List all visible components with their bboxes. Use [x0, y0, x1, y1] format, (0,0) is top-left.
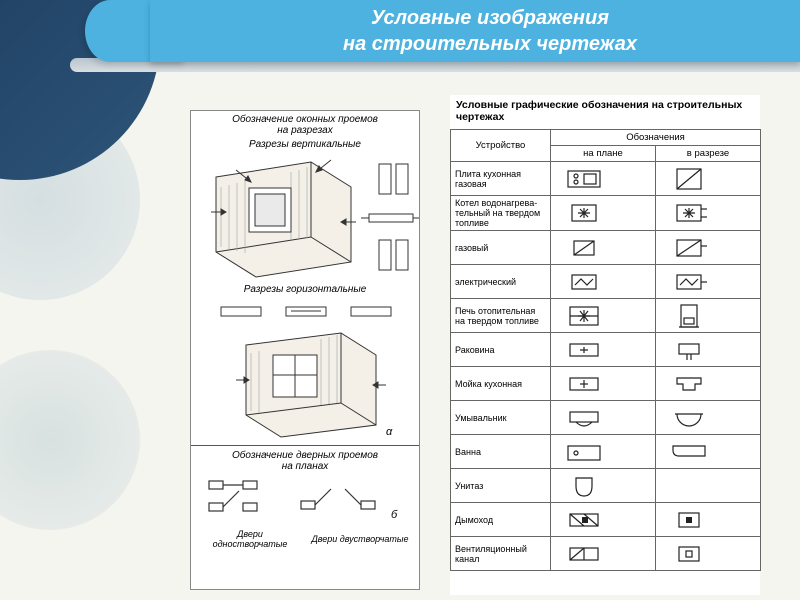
table-row: Печь отопительная на твердом топливе [451, 299, 761, 333]
symbols-table: Устройство Обозначения на плане в разрез… [450, 129, 761, 571]
plan-symbol [551, 299, 656, 333]
device-cell: Унитаз [451, 469, 551, 503]
plan-symbol [551, 469, 656, 503]
door-single-label: Двери одностворчатые [195, 529, 305, 549]
table-row: Унитаз [451, 469, 761, 503]
plan-symbol [551, 196, 656, 231]
svg-text:б: б [391, 509, 398, 521]
table-row: электрический [451, 265, 761, 299]
section-symbol [656, 299, 761, 333]
plan-symbol [551, 435, 656, 469]
section-symbol [656, 469, 761, 503]
section-symbol [656, 503, 761, 537]
section-symbol [656, 196, 761, 231]
device-cell: Плита кухонная газовая [451, 162, 551, 196]
table-row: Котел водонагрева- тельный на твердом то… [451, 196, 761, 231]
label-alpha: α [386, 426, 393, 438]
device-cell: Вентиляционный канал [451, 537, 551, 571]
slide-title: Условные изображения на строительных чер… [230, 5, 750, 57]
device-cell: Ванна [451, 435, 551, 469]
door-symbols: б [191, 473, 419, 523]
plan-symbol [551, 231, 656, 265]
left-title-doors: Обозначение дверных проемов на планах [191, 445, 419, 473]
table-row: Умывальник [451, 401, 761, 435]
plan-symbol [551, 265, 656, 299]
header-bar: Условные изображения на строительных чер… [150, 0, 800, 62]
device-cell: Мойка кухонная [451, 367, 551, 401]
subtitle-vertical: Разрезы вертикальные [191, 137, 419, 152]
table-row: Вентиляционный канал [451, 537, 761, 571]
subtitle-horizontal: Разрезы горизонтальные [191, 282, 419, 297]
table-row: газовый [451, 231, 761, 265]
horiz-symbols [191, 297, 419, 325]
th-device: Устройство [451, 130, 551, 162]
section-symbol [656, 537, 761, 571]
plan-symbol [551, 367, 656, 401]
title-line2: на строительных чертежах [343, 33, 637, 55]
symbols-table-panel: Условные графические обозначения на стро… [450, 95, 760, 595]
door-labels-row: Двери одностворчатые Двери двустворчатые [191, 523, 419, 555]
th-symbols: Обозначения [551, 130, 761, 146]
section-symbol [656, 333, 761, 367]
th-section: в разрезе [656, 146, 761, 162]
section-symbol [656, 162, 761, 196]
table-title: Условные графические обозначения на стро… [450, 95, 760, 129]
device-cell: Дымоход [451, 503, 551, 537]
device-cell: Умывальник [451, 401, 551, 435]
table-row: Мойка кухонная [451, 367, 761, 401]
table-row: Дымоход [451, 503, 761, 537]
section-symbol [656, 401, 761, 435]
table-row: Плита кухонная газовая [451, 162, 761, 196]
plan-symbol [551, 401, 656, 435]
title-line1: Условные изображения [371, 7, 609, 29]
slide-header: Условные изображения на строительных чер… [0, 0, 800, 70]
device-cell: Печь отопительная на твердом топливе [451, 299, 551, 333]
window-vert-svg [191, 152, 421, 282]
table-row: Ванна [451, 435, 761, 469]
device-cell: газовый [451, 231, 551, 265]
device-cell: Котел водонагрева- тельный на твердом то… [451, 196, 551, 231]
bg-circle-light-2 [0, 350, 140, 530]
window-vert-diagram [191, 152, 419, 282]
table-row: Раковина [451, 333, 761, 367]
device-cell: электрический [451, 265, 551, 299]
device-cell: Раковина [451, 333, 551, 367]
door-double-label: Двери двустворчатые [305, 534, 415, 544]
plan-symbol [551, 503, 656, 537]
plan-symbol [551, 537, 656, 571]
plan-symbol [551, 333, 656, 367]
window-door-diagram-panel: Обозначение оконных проемов на разрезах … [190, 110, 420, 590]
left-title-windows: Обозначение оконных проемов на разрезах [191, 111, 419, 137]
window-horiz-diagram: α [191, 325, 419, 445]
section-symbol [656, 265, 761, 299]
section-symbol [656, 231, 761, 265]
section-symbol [656, 435, 761, 469]
plan-symbol [551, 162, 656, 196]
th-plan: на плане [551, 146, 656, 162]
section-symbol [656, 367, 761, 401]
